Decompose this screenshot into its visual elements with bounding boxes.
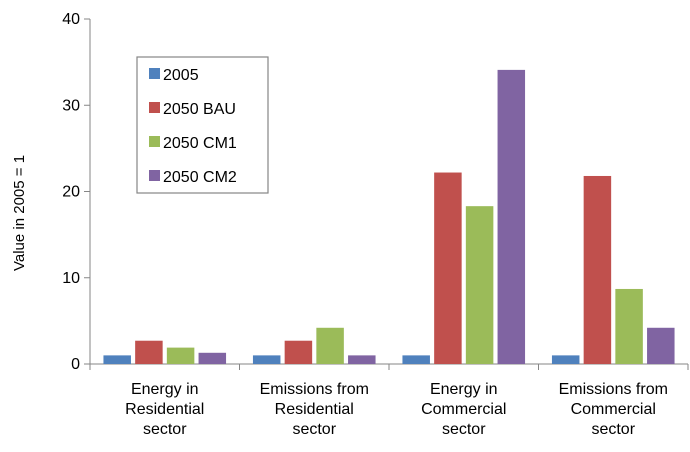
bar-3-2 <box>316 327 344 364</box>
legend-swatch <box>149 102 160 113</box>
bar-1-4 <box>551 355 580 364</box>
bar-1-1 <box>103 355 131 364</box>
x-category-label: sector <box>442 421 486 438</box>
x-category-label: Emissions from <box>260 381 369 398</box>
legend-label: 2050 CM1 <box>163 135 237 152</box>
bar-4-3 <box>497 69 526 364</box>
x-category-label: Energy in <box>430 381 498 398</box>
y-tick-label: 40 <box>62 11 80 28</box>
x-category-label: Commercial <box>421 401 506 418</box>
bar-2-1 <box>135 340 163 364</box>
x-category-label: Emissions from <box>559 381 668 398</box>
bar-3-4 <box>615 288 643 364</box>
legend-label: 2005 <box>163 67 199 84</box>
legend: 2005 2050 BAU 2050 CM1 2050 CM2 <box>136 56 269 194</box>
bar-1-2 <box>252 355 281 364</box>
bar-2-4 <box>583 175 612 364</box>
x-category-label: Residential <box>125 401 204 418</box>
x-category-label: sector <box>292 421 336 438</box>
y-tick-label: 0 <box>71 356 80 373</box>
bars <box>103 69 675 364</box>
bar-1-3 <box>402 355 430 364</box>
bar-4-2 <box>348 355 376 364</box>
x-category-label: sector <box>591 421 635 438</box>
bar-3-1 <box>166 347 195 364</box>
bar-2-2 <box>284 340 313 364</box>
legend-swatch <box>149 136 160 147</box>
y-tick-label: 20 <box>62 184 80 201</box>
bar-3-3 <box>465 206 494 364</box>
y-tick-label: 30 <box>62 97 80 114</box>
y-tick-label: 10 <box>62 270 80 287</box>
bar-4-4 <box>647 327 675 364</box>
bar-2-3 <box>434 172 462 364</box>
labels: 0 10 20 30 40 Energy in Residential sector Emiss… <box>62 11 668 438</box>
bar-4-1 <box>198 352 227 364</box>
x-category-label: Commercial <box>571 401 656 418</box>
legend-label: 2050 CM2 <box>163 169 237 186</box>
legend-swatch <box>149 170 160 181</box>
x-category-label: Residential <box>275 401 354 418</box>
x-category-label: Energy in <box>131 381 199 398</box>
y-axis-title: Value in 2005 = 1 <box>11 155 28 271</box>
x-category-label: sector <box>143 421 187 438</box>
legend-label: 2050 BAU <box>163 101 236 118</box>
legend-swatch <box>149 68 160 79</box>
